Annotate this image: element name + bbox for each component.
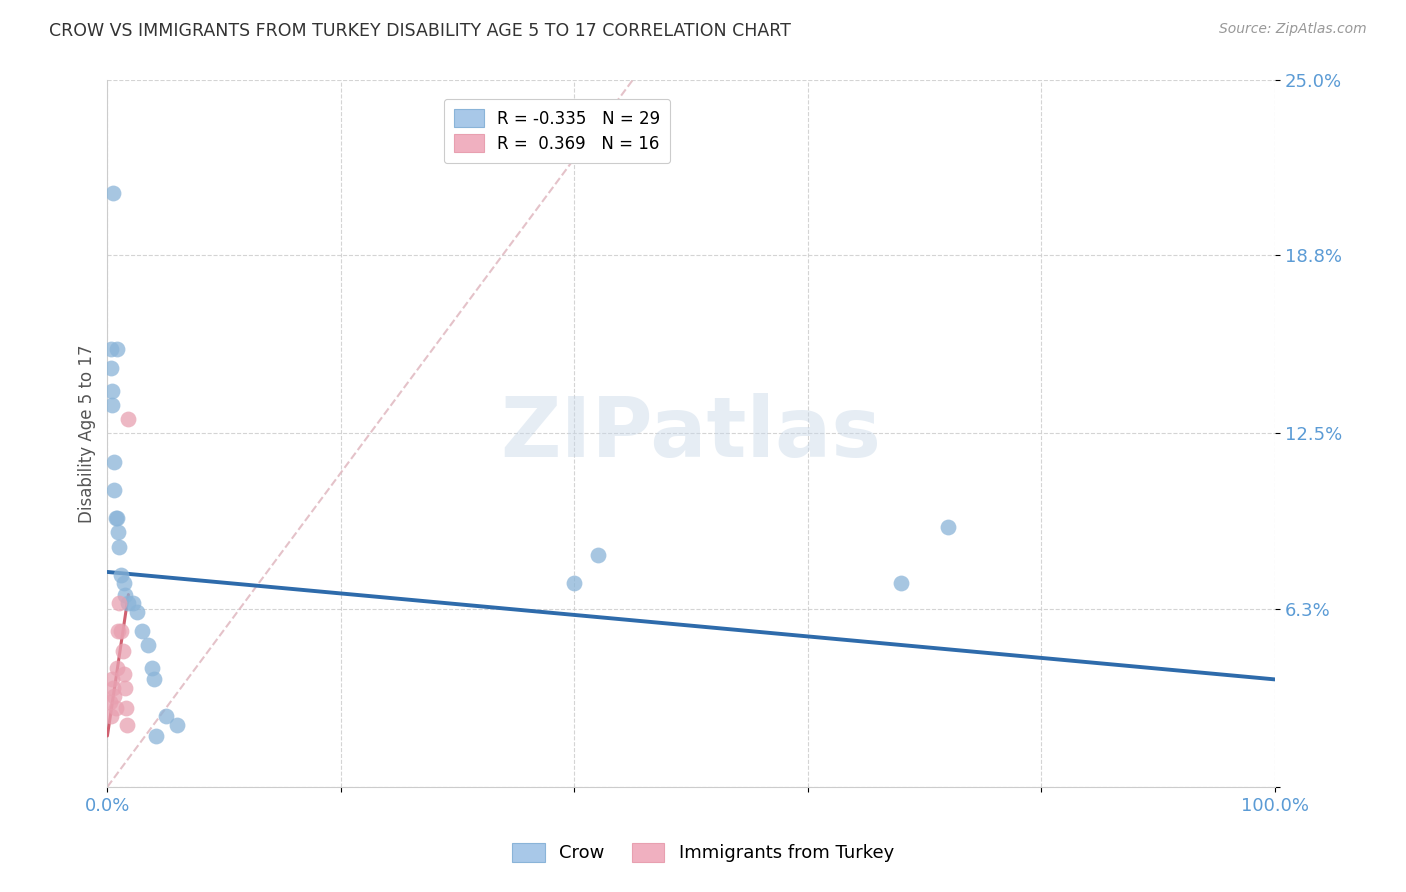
- Point: [104, 511, 127, 525]
- Point: [114, 588, 136, 602]
- Point: [101, 384, 124, 398]
- Point: [108, 540, 131, 554]
- Point: [155, 709, 177, 723]
- Point: [103, 455, 125, 469]
- Point: [117, 596, 139, 610]
- Text: ZIPatlas: ZIPatlas: [501, 392, 882, 474]
- Point: [100, 709, 122, 723]
- Point: [936, 519, 959, 533]
- Point: [141, 661, 163, 675]
- Point: [114, 681, 136, 695]
- Point: [112, 576, 135, 591]
- Point: [100, 342, 122, 356]
- Point: [586, 548, 609, 562]
- Point: [143, 673, 166, 687]
- Point: [131, 624, 153, 639]
- Text: CROW VS IMMIGRANTS FROM TURKEY DISABILITY AGE 5 TO 17 CORRELATION CHART: CROW VS IMMIGRANTS FROM TURKEY DISABILIT…: [49, 22, 792, 40]
- Legend: R = -0.335   N = 29, R =  0.369   N = 16: R = -0.335 N = 29, R = 0.369 N = 16: [444, 99, 671, 163]
- Point: [112, 666, 135, 681]
- Point: [136, 639, 159, 653]
- Legend: Crow, Immigrants from Turkey: Crow, Immigrants from Turkey: [505, 836, 901, 870]
- Point: [166, 717, 188, 731]
- Point: [115, 700, 138, 714]
- Point: [105, 511, 128, 525]
- Point: [111, 644, 134, 658]
- Point: [105, 342, 128, 356]
- Point: [110, 567, 132, 582]
- Point: [103, 483, 125, 497]
- Point: [100, 361, 122, 376]
- Point: [101, 673, 124, 687]
- Point: [107, 624, 129, 639]
- Point: [145, 729, 167, 743]
- Point: [101, 398, 124, 412]
- Point: [103, 690, 125, 704]
- Point: [115, 717, 138, 731]
- Text: Source: ZipAtlas.com: Source: ZipAtlas.com: [1219, 22, 1367, 37]
- Point: [105, 661, 128, 675]
- Point: [103, 681, 125, 695]
- Point: [122, 596, 145, 610]
- Point: [107, 525, 129, 540]
- Point: [125, 605, 148, 619]
- Y-axis label: Disability Age 5 to 17: Disability Age 5 to 17: [79, 344, 96, 523]
- Point: [104, 700, 127, 714]
- Point: [103, 186, 125, 200]
- Point: [98, 695, 121, 709]
- Point: [108, 596, 131, 610]
- Point: [564, 576, 586, 591]
- Point: [110, 624, 132, 639]
- Point: [117, 412, 139, 426]
- Point: [890, 576, 912, 591]
